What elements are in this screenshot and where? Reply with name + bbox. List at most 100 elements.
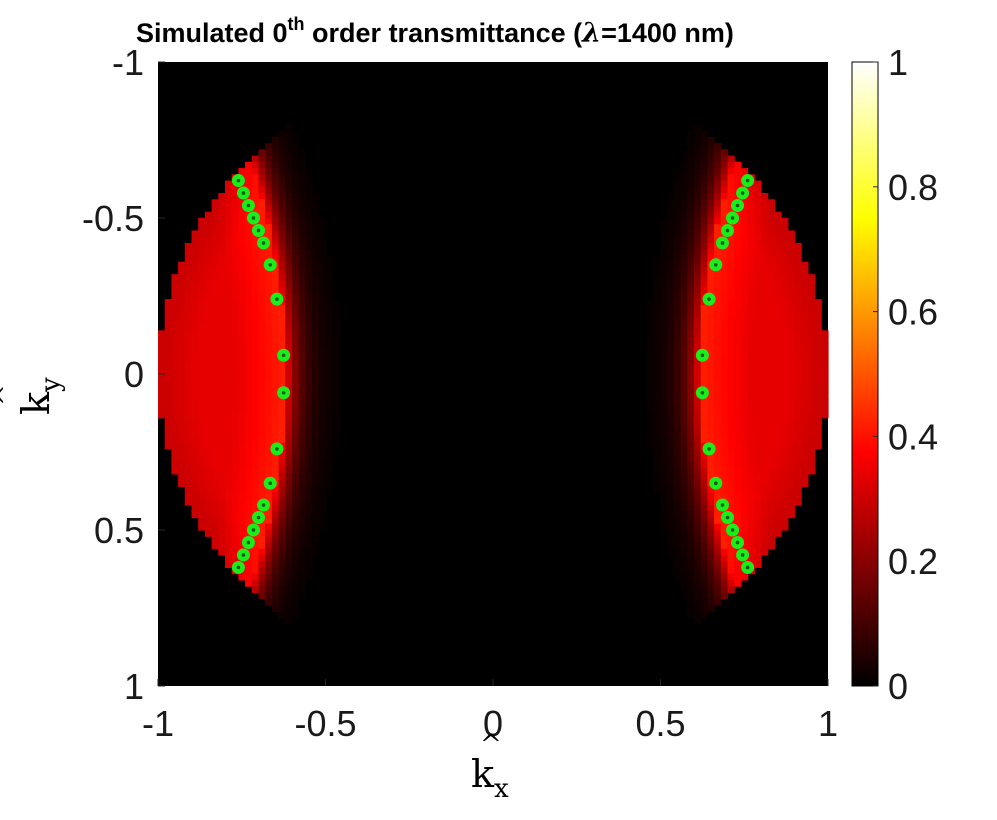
heatmap-cell (774, 386, 782, 394)
heatmap-cell (292, 417, 300, 425)
heatmap-cell (312, 436, 320, 444)
marker-point-center (251, 216, 256, 220)
heatmap-cell (687, 130, 695, 138)
heatmap-cell (211, 274, 219, 281)
heatmap-cell (781, 492, 789, 500)
heatmap-cell (191, 324, 199, 331)
heatmap-cell (211, 255, 219, 263)
heatmap-cell (211, 324, 219, 331)
heatmap-cell (707, 249, 715, 257)
heatmap-cell (184, 398, 193, 406)
heatmap-cell (794, 242, 802, 250)
heatmap-cell (278, 573, 286, 581)
heatmap-cell (747, 224, 755, 232)
heatmap-cell (218, 242, 226, 250)
heatmap-cell (781, 317, 789, 325)
heatmap-cell (225, 467, 233, 475)
heatmap-cell (318, 498, 327, 506)
heatmap-cell (211, 448, 219, 456)
heatmap-cell (787, 386, 796, 394)
heatmap-cell (747, 274, 755, 281)
marker-point-center (720, 503, 725, 507)
heatmap-cell (761, 505, 769, 512)
heatmap-cell (707, 349, 715, 356)
heatmap-cell (740, 480, 749, 487)
heatmap-cell (814, 436, 822, 444)
heatmap-cell (271, 505, 280, 512)
heatmap-cell (225, 274, 233, 281)
heatmap-cell (271, 330, 280, 338)
heatmap-cell (251, 536, 260, 544)
heatmap-cell (292, 286, 300, 294)
heatmap-cell (305, 211, 313, 219)
heatmap-cell (265, 579, 273, 587)
heatmap-cell (754, 267, 762, 275)
heatmap-cell (807, 417, 816, 425)
heatmap-cell (265, 205, 273, 213)
heatmap-cell (794, 305, 802, 313)
heatmap-cell (694, 492, 702, 500)
heatmap-cell (774, 511, 782, 519)
heatmap-cell (673, 405, 682, 413)
heatmap-cell (318, 286, 327, 294)
heatmap-cell (807, 467, 816, 475)
heatmap-cell (245, 492, 253, 500)
heatmap-cell (271, 305, 280, 313)
heatmap-cell (740, 280, 749, 288)
heatmap-cell (787, 255, 796, 263)
heatmap-cell (714, 193, 722, 200)
heatmap-cell (312, 211, 320, 219)
heatmap-cell (238, 492, 246, 500)
heatmap-cell (673, 317, 682, 325)
heatmap-cell (794, 336, 802, 344)
heatmap-cell (714, 461, 722, 469)
heatmap-cell (285, 130, 293, 138)
heatmap-cell (218, 542, 226, 550)
heatmap-cell (292, 280, 300, 288)
heatmap-cell (801, 355, 809, 363)
heatmap-cell (271, 423, 280, 431)
heatmap-cell (707, 436, 715, 444)
heatmap-cell (687, 230, 695, 238)
heatmap-cell (720, 324, 729, 331)
heatmap-cell (285, 199, 293, 207)
heatmap-cell (238, 218, 246, 225)
heatmap-cell (794, 286, 802, 294)
heatmap-cell (734, 286, 742, 294)
heatmap-cell (694, 299, 702, 306)
heatmap-cell (312, 498, 320, 506)
heatmap-cell (767, 205, 775, 213)
marker-point-center (268, 263, 273, 267)
heatmap-cell (292, 168, 300, 175)
heatmap-cell (734, 311, 742, 319)
heatmap-cell (747, 242, 755, 250)
heatmap-cell (647, 405, 655, 413)
heatmap-cell (318, 511, 327, 519)
heatmap-cell (714, 411, 722, 419)
heatmap-cell (714, 511, 722, 519)
heatmap-cell (292, 299, 300, 306)
heatmap-cell (673, 573, 682, 581)
heatmap-cell (225, 355, 233, 363)
y-tick-label: -0.5 (82, 198, 144, 239)
heatmap-cell (271, 161, 280, 169)
heatmap-cell (285, 604, 293, 612)
heatmap-cell (720, 586, 729, 593)
marker-point-center (735, 540, 740, 545)
heatmap-cell (714, 155, 722, 163)
heatmap-cell (211, 349, 219, 356)
heatmap-cell (278, 604, 286, 612)
heatmap-cell (694, 211, 702, 219)
heatmap-cell (238, 430, 246, 437)
heatmap-cell (265, 523, 273, 531)
heatmap-cell (265, 317, 273, 325)
heatmap-cell (164, 442, 172, 450)
heatmap-cell (298, 324, 306, 331)
heatmap-cell (285, 161, 293, 169)
heatmap-cell (707, 461, 715, 469)
heatmap-cell (305, 230, 313, 238)
heatmap-cell (271, 374, 280, 381)
heatmap-cell (245, 355, 253, 363)
heatmap-cell (218, 330, 226, 338)
heatmap-cell (720, 317, 729, 325)
